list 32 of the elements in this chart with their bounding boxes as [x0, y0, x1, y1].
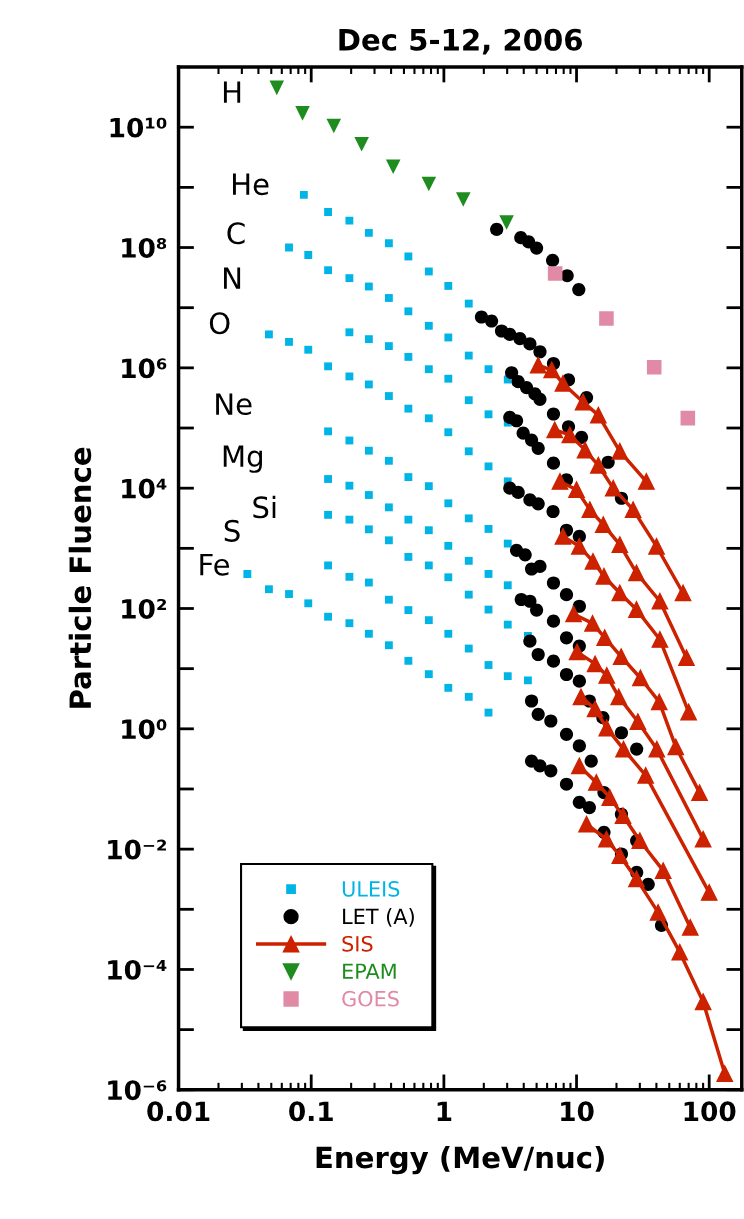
legend-label: GOES — [342, 990, 399, 1007]
y-tick-label: 10⁰ — [122, 719, 167, 740]
x-tick-label: 10 — [561, 1101, 594, 1122]
y-tick-label: 10¹⁰ — [110, 117, 167, 138]
annotation: N — [224, 267, 241, 289]
legend-label: SIS — [342, 935, 373, 952]
annotation: Ne — [216, 393, 252, 416]
chart-title: Dec 5-12, 2006 — [339, 28, 583, 55]
x-axis-title: Energy (MeV/nuc) — [316, 1145, 604, 1175]
x-tick-label: 100 — [684, 1101, 736, 1122]
x-tick-label: 1 — [437, 1101, 452, 1121]
y-tick-label: 10⁻⁴ — [108, 959, 167, 980]
y-tick-label: 10² — [122, 598, 166, 619]
y-tick-label: 10⁴ — [122, 478, 167, 499]
annotation: C — [227, 222, 245, 245]
annotation: Si — [253, 495, 276, 519]
annotation: S — [224, 519, 240, 542]
y-axis-title: Particle Fluence — [68, 447, 92, 708]
legend-label: EPAM — [343, 963, 396, 979]
x-tick-label: 0.01 — [147, 1101, 210, 1122]
annotation: Fe — [200, 553, 230, 576]
y-tick-label: 10⁸ — [122, 237, 167, 258]
annotation: O — [209, 312, 230, 335]
y-tick-label: 10⁻² — [108, 839, 166, 860]
annotation: Mg — [223, 445, 262, 473]
annotation: He — [233, 173, 269, 196]
y-tick-label: 10⁶ — [122, 358, 167, 379]
legend-label: ULEIS — [342, 881, 400, 897]
x-tick-label: 0.1 — [289, 1101, 333, 1122]
annotation: H — [223, 81, 241, 103]
legend-label: LET (A) — [343, 908, 414, 927]
y-tick-label: 10⁻⁶ — [108, 1080, 167, 1101]
